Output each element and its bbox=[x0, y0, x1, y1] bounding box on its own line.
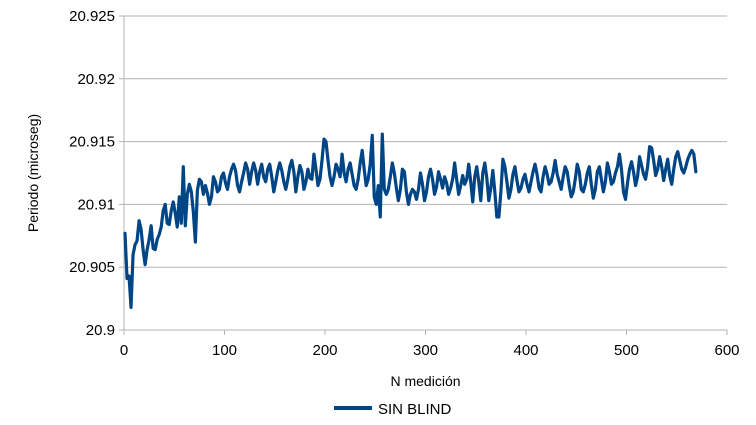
legend: SIN BLIND bbox=[334, 401, 452, 418]
x-axis-title: N medición bbox=[390, 373, 460, 389]
x-tick-label: 600 bbox=[714, 342, 739, 359]
x-tick-label: 400 bbox=[513, 342, 538, 359]
x-axis: 0 100 200 300 400 500 600 bbox=[120, 330, 740, 359]
y-tick-label: 20.9 bbox=[86, 322, 115, 339]
x-tick-label: 300 bbox=[413, 342, 438, 359]
y-tick-label: 20.905 bbox=[69, 259, 115, 276]
plot-area bbox=[123, 132, 698, 309]
y-axis: 20.9 20.905 20.91 20.915 20.92 20.925 bbox=[69, 8, 124, 339]
x-tick-label: 500 bbox=[614, 342, 639, 359]
x-tick-label: 200 bbox=[312, 342, 337, 359]
x-tick-label: 0 bbox=[120, 342, 128, 359]
y-tick-label: 20.925 bbox=[69, 8, 115, 25]
y-tick-label: 20.92 bbox=[77, 71, 115, 88]
x-tick-label: 100 bbox=[212, 342, 237, 359]
series-line-sin-blind bbox=[123, 132, 698, 309]
y-tick-label: 20.91 bbox=[77, 196, 115, 213]
y-tick-label: 20.915 bbox=[69, 134, 115, 151]
legend-label: SIN BLIND bbox=[378, 401, 452, 418]
y-axis-title: Periodo (microseg) bbox=[25, 114, 41, 232]
